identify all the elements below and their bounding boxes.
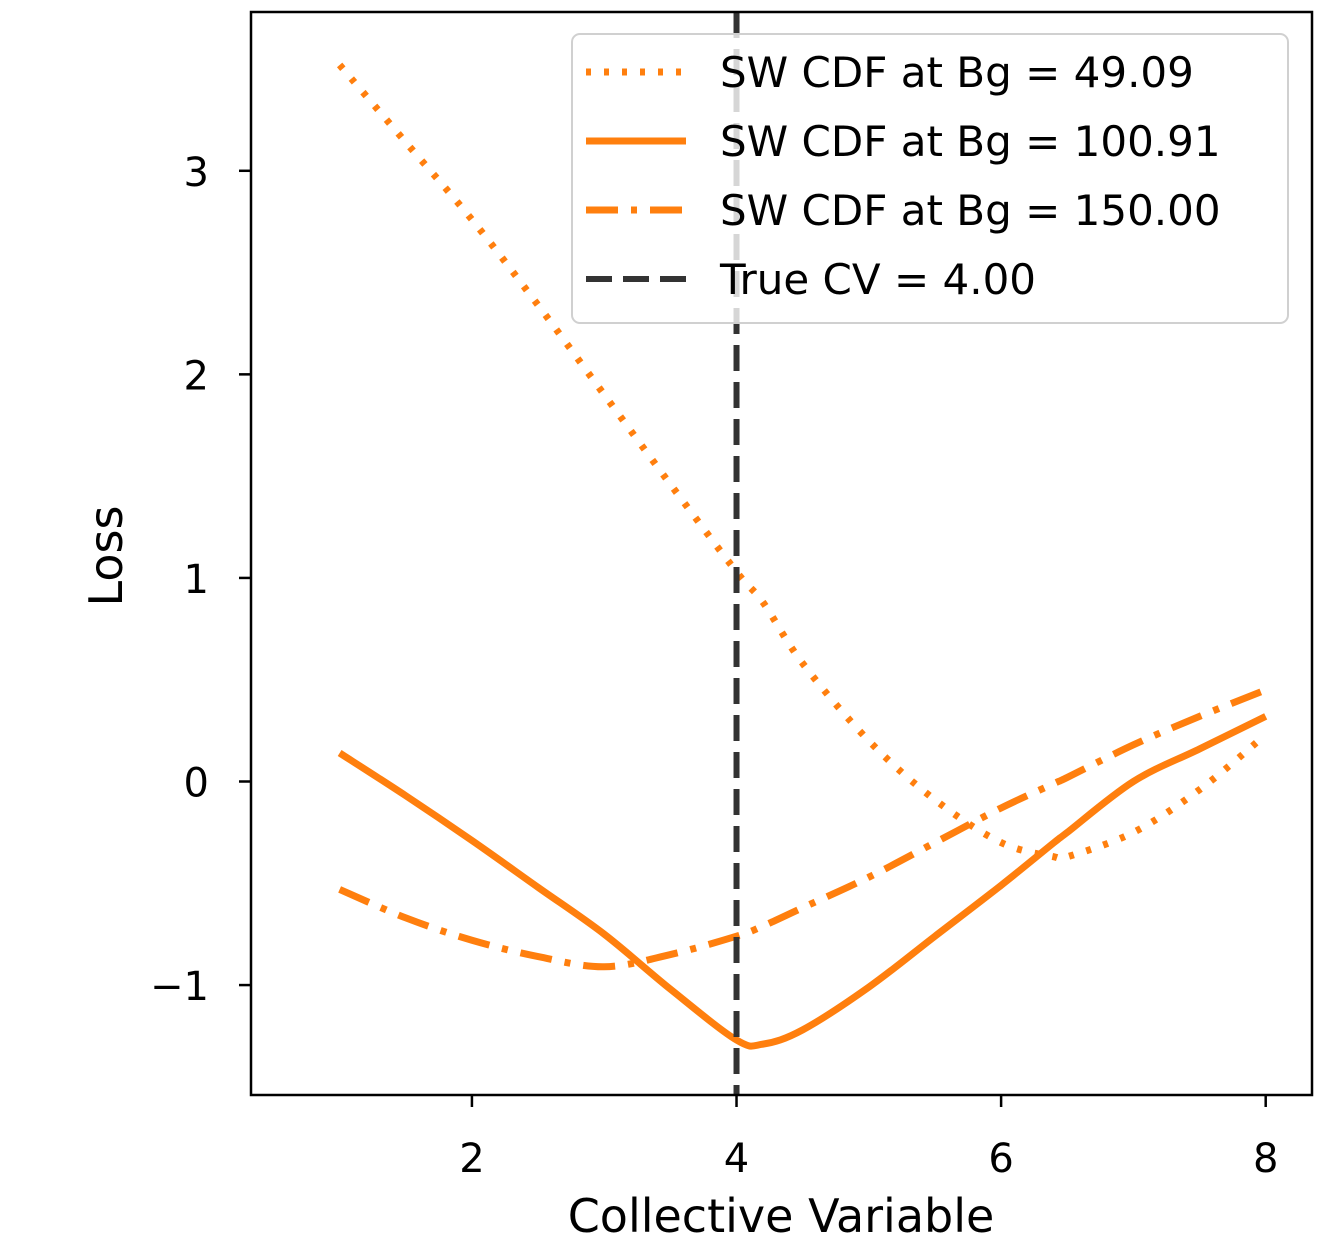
legend: SW CDF at Bg = 49.09 SW CDF at Bg = 100.9… xyxy=(571,33,1289,324)
y-axis-label: Loss xyxy=(79,506,133,607)
legend-frame xyxy=(571,33,1289,324)
y-tick-label: 0 xyxy=(184,761,209,807)
legend-label: SW CDF at Bg = 150.00 xyxy=(720,186,1221,235)
x-tick-label: 8 xyxy=(1253,1136,1278,1182)
y-axis: −1 0 1 2 3 xyxy=(150,150,251,1010)
y-tick-label: 2 xyxy=(184,353,209,399)
series-layer xyxy=(336,12,1268,1095)
x-tick-label: 2 xyxy=(459,1136,484,1182)
legend-label: SW CDF at Bg = 49.09 xyxy=(720,48,1194,97)
y-tick-label: −1 xyxy=(150,964,209,1010)
x-tick-label: 6 xyxy=(988,1136,1013,1182)
axes-frame xyxy=(249,10,1314,1097)
series-line-dashdot xyxy=(338,686,1267,971)
y-tick-label: 3 xyxy=(184,150,209,196)
series-line-solid xyxy=(337,713,1268,1050)
x-tick-label: 4 xyxy=(724,1136,749,1182)
y-tick-label: 1 xyxy=(184,557,209,603)
legend-label: SW CDF at Bg = 100.91 xyxy=(720,117,1221,166)
legend-label: True CV = 4.00 xyxy=(719,255,1036,304)
x-axis: 2 4 6 8 xyxy=(459,1095,1278,1182)
x-axis-label: Collective Variable xyxy=(568,1189,995,1243)
